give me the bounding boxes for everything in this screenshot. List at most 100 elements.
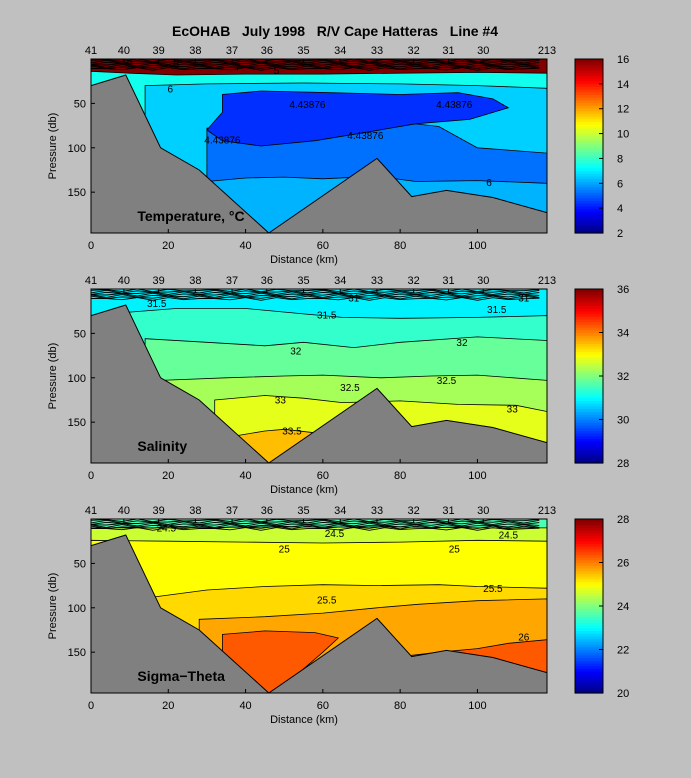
plot-frame: [90, 518, 548, 694]
contour-label: 33.5: [282, 427, 302, 438]
y-axis-label: Pressure (db): [47, 343, 59, 410]
contour-label: 4.43876: [204, 135, 241, 146]
station-label: 41: [85, 45, 97, 57]
y-tick-label: 50: [74, 98, 86, 110]
colorbar-cell: [575, 194, 603, 199]
colorbar-cell: [575, 167, 603, 172]
colorbar-cell: [575, 424, 603, 429]
contour-label: 25: [279, 545, 291, 556]
colorbar-tick-label: 8: [617, 153, 623, 165]
colorbar-tick-label: 16: [617, 54, 629, 66]
colorbar-cell: [575, 403, 603, 407]
colorbar-cell: [575, 627, 603, 632]
x-tick-label: 40: [239, 470, 251, 482]
colorbar-tick-label: 30: [617, 415, 629, 427]
colorbar-cell: [575, 129, 603, 134]
x-tick-label: 80: [394, 240, 406, 252]
colorbar-cell: [575, 603, 603, 607]
colorbar-cell: [575, 548, 603, 553]
colorbar-cell: [575, 126, 603, 131]
colorbar-cell: [575, 376, 603, 380]
colorbar-tick-label: 26: [617, 558, 629, 570]
colorbar-cell: [575, 378, 603, 383]
surface-contour: [91, 65, 540, 70]
colorbar-cell: [575, 649, 603, 653]
colorbar-tick-label: 28: [617, 458, 629, 470]
colorbar-cell: [575, 140, 603, 144]
colorbar-cell: [575, 343, 603, 347]
station-label: 30: [477, 505, 489, 517]
contour-label: 31: [348, 293, 360, 304]
station-label: 33: [371, 45, 383, 57]
colorbar-cell: [575, 346, 603, 350]
contour-label: 25.5: [483, 584, 503, 595]
x-tick-label: 100: [468, 700, 486, 712]
surface-contour: [91, 297, 540, 301]
y-tick-label: 50: [74, 558, 86, 570]
colorbar-cell: [575, 318, 603, 323]
colorbar-cell: [575, 175, 603, 180]
colorbar-cell: [575, 414, 603, 418]
colorbar-tick-label: 12: [617, 104, 629, 116]
colorbar-cell: [575, 635, 603, 640]
y-tick-label: 150: [68, 647, 86, 659]
station-label: 36: [261, 275, 273, 287]
colorbar-cell: [575, 373, 603, 377]
station-label: 32: [408, 275, 420, 287]
colorbar-tick-label: 20: [617, 688, 629, 700]
contour-label: 8: [173, 59, 179, 70]
x-tick-label: 40: [239, 240, 251, 252]
contour-label: 4.43876: [347, 131, 384, 142]
x-tick-label: 60: [317, 700, 329, 712]
colorbar-cell: [575, 524, 603, 528]
y-tick-label: 50: [74, 328, 86, 340]
colorbar-cell: [575, 67, 603, 71]
colorbar-cell: [575, 78, 603, 82]
contour-label: 24.5: [499, 531, 519, 542]
figure-title: EcOHAB July 1998 R/V Cape Hatteras Line …: [172, 23, 498, 39]
colorbar-cell: [575, 592, 603, 596]
colorbar-cell: [575, 611, 603, 615]
colorbar-frame: [574, 58, 604, 234]
colorbar-tick-label: 4: [617, 203, 623, 215]
colorbar-cell: [575, 411, 603, 415]
contour-label: 31.5: [317, 310, 337, 321]
x-tick-label: 0: [88, 700, 94, 712]
colorbar-cell: [575, 562, 603, 566]
colorbar-cell: [575, 302, 603, 306]
surface-contour: [91, 289, 540, 293]
colorbar-cell: [575, 532, 603, 536]
colorbar-cell: [575, 608, 603, 613]
colorbar-cell: [575, 305, 603, 309]
colorbar-cell: [575, 113, 603, 117]
x-tick-label: 20: [162, 240, 174, 252]
contour-label: 6: [486, 178, 492, 189]
colorbar-cell: [575, 135, 603, 139]
x-tick-label: 60: [317, 470, 329, 482]
colorbar-cell: [575, 538, 603, 542]
station-label: 35: [297, 505, 309, 517]
colorbar-cell: [575, 107, 603, 112]
station-label: 30: [477, 45, 489, 57]
colorbar-cell: [575, 294, 603, 298]
colorbar-cell: [575, 178, 603, 182]
colorbar-cell: [575, 567, 603, 572]
colorbar-cell: [575, 573, 603, 577]
colorbar-cell: [575, 546, 603, 550]
colorbar-cell: [575, 224, 603, 229]
colorbar-cell: [575, 638, 603, 642]
plot-area: 6 4.43876 4.43876 4.43876 4.43876 6 5 7 8 9: [91, 59, 547, 233]
x-tick-label: 80: [394, 700, 406, 712]
colorbar-cell: [575, 449, 603, 453]
contour-label: 32: [290, 347, 302, 358]
contour-label: 26: [518, 633, 530, 644]
colorbar-cell: [575, 321, 603, 325]
colorbar-cell: [575, 433, 603, 437]
colorbar-cell: [575, 124, 603, 128]
colorbar-cell: [575, 400, 603, 404]
contour-label: 33: [275, 396, 287, 407]
colorbar-cell: [575, 348, 603, 353]
station-label: 40: [118, 275, 130, 287]
station-label: 37: [226, 505, 238, 517]
colorbar-cell: [575, 173, 603, 177]
